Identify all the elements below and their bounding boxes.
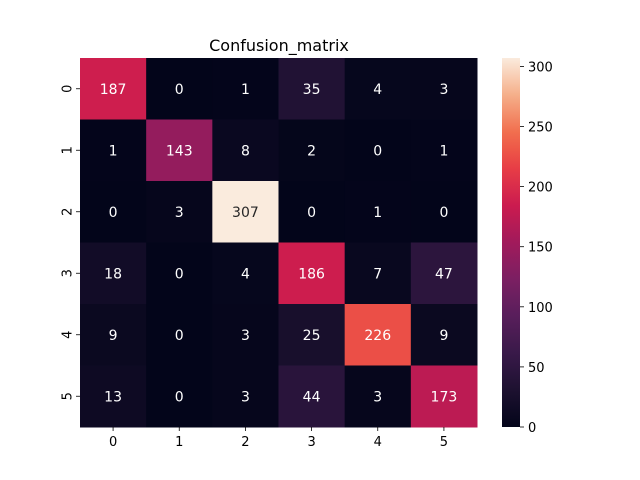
y-axis: 0 1 2 3 4 5 [61,85,80,400]
heatmap-cells [80,58,478,428]
cell-value-label: 1 [373,205,382,221]
cell-value-label: 186 [298,266,325,282]
cell-value-label: 3 [241,328,250,344]
cell-value-label: 0 [175,82,184,98]
cell-value-label: 3 [439,82,448,98]
colorbar-gradient [502,58,520,427]
heatmap-cell [278,181,346,243]
cell-value-label: 0 [175,266,184,282]
heatmap-cell [80,58,147,120]
y-tick-label: 0 [61,85,76,93]
cell-value-label: 307 [232,205,259,221]
heatmap-cell [344,365,412,428]
cell-value-label: 1 [109,143,118,159]
heatmap-cell [146,304,213,366]
heatmap-cell [212,304,279,366]
colorbar-tick-label: 300 [528,60,553,75]
x-tick-label: 4 [374,435,382,450]
cell-value-label: 226 [364,328,391,344]
heatmap-cell [278,304,346,366]
heatmap-cell [344,119,412,182]
heatmap-cell [80,242,147,305]
heatmap-cell [212,58,279,120]
cell-value-label: 4 [241,266,250,282]
colorbar: 0 50 100 150 200 250 300 [502,58,553,436]
cell-value-label: 3 [175,205,184,221]
cell-value-label: 143 [166,143,193,159]
heatmap-cell [410,365,478,428]
heatmap-cell [146,242,213,305]
heatmap-cell [410,304,478,366]
y-tick-label: 3 [61,269,76,277]
heatmap-cell [278,365,346,428]
heatmap-cell [278,58,346,120]
cell-value-label: 187 [100,82,127,98]
heatmap-cell [80,365,147,428]
heatmap-cell [146,58,213,120]
heatmap-cell [80,119,147,182]
heatmap-cell-labels: 187 0 1 35 4 3 1 143 8 2 0 1 0 3 307 0 1 0 18 0 4 186 7 47 9 0 3 25… [100,82,458,406]
cell-value-label: 7 [373,266,382,282]
cell-value-label: 173 [431,389,458,405]
heatmap-cell [212,119,279,182]
cell-value-label: 3 [241,389,250,405]
heatmap-cell [80,181,147,243]
cell-value-label: 0 [175,328,184,344]
colorbar-tick-label: 50 [528,361,545,376]
heatmap-cell [344,58,412,120]
colorbar-tick-label: 150 [528,241,553,256]
cell-value-label: 18 [104,266,122,282]
heatmap-cell [146,181,213,243]
heatmap-cell [344,181,412,243]
cell-value-label: 0 [307,205,316,221]
cell-value-label: 0 [439,205,448,221]
y-tick-label: 1 [61,146,76,154]
x-tick-label: 0 [109,435,117,450]
chart-title: Confusion_matrix [209,36,349,56]
colorbar-tick-label: 0 [528,421,536,436]
heatmap-cell [146,365,213,428]
x-tick-label: 3 [307,435,315,450]
cell-value-label: 1 [439,143,448,159]
cell-value-label: 3 [373,389,382,405]
cell-value-label: 8 [241,143,250,159]
heatmap-cell [410,181,478,243]
cell-value-label: 47 [435,266,453,282]
heatmap-cell [410,119,478,182]
cell-value-label: 0 [373,143,382,159]
heatmap-cell [410,242,478,305]
y-tick-label: 5 [61,392,76,400]
x-tick-label: 1 [175,435,183,450]
cell-value-label: 4 [373,82,382,98]
heatmap-cell [344,304,412,366]
cell-value-label: 2 [307,143,316,159]
cell-value-label: 35 [303,82,321,98]
cell-value-label: 9 [109,328,118,344]
cell-value-label: 1 [241,82,250,98]
colorbar-tick-label: 250 [528,121,553,136]
cell-value-label: 0 [175,389,184,405]
heatmap-cell [212,365,279,428]
cell-value-label: 9 [439,328,448,344]
y-tick-label: 2 [61,208,76,216]
cell-value-label: 13 [104,389,122,405]
x-tick-label: 2 [241,435,249,450]
colorbar-tick-label: 100 [528,301,553,316]
heatmap-cell [212,181,279,243]
cell-value-label: 25 [303,328,321,344]
heatmap-cell [80,304,147,366]
x-tick-label: 5 [440,435,448,450]
x-axis: 0 1 2 3 4 5 [109,427,448,450]
cell-value-label: 44 [303,389,321,405]
colorbar-tick-label: 200 [528,181,553,196]
heatmap-cell [146,119,213,182]
heatmap-cell [212,242,279,305]
cell-value-label: 0 [109,205,118,221]
y-tick-label: 4 [61,331,76,339]
heatmap-cell [278,242,346,305]
heatmap-cell [410,58,478,120]
heatmap-cell [278,119,346,182]
heatmap-cell [344,242,412,305]
